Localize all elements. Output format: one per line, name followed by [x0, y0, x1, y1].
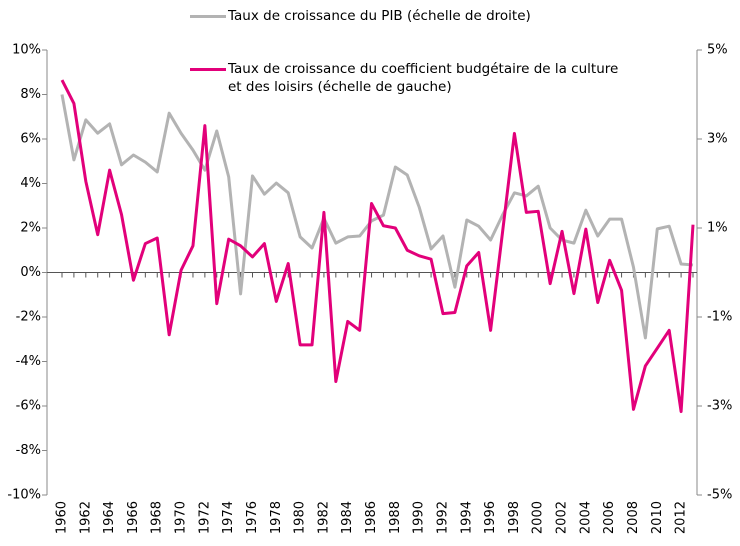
x-tick-label: 1992: [435, 501, 450, 534]
x-tick-label: 1998: [507, 501, 522, 534]
y-tick-label: -4%: [16, 354, 41, 369]
y-tick-label: -10%: [7, 488, 41, 503]
x-tick-label: 2006: [602, 501, 617, 534]
y2-tick-label: -5%: [707, 488, 732, 503]
x-tick-label: 1976: [245, 501, 260, 534]
x-tick-label: 1972: [197, 501, 212, 534]
y-tick-label: 6%: [20, 132, 41, 147]
x-tick-label: 1968: [150, 501, 165, 534]
y-tick-label: 0%: [20, 265, 41, 280]
x-tick-label: 2002: [555, 501, 570, 534]
x-tick-label: 1980: [293, 501, 308, 534]
x-tick-label: 1974: [221, 501, 236, 534]
x-tick-label: 2012: [674, 501, 689, 534]
x-tick-label: 1970: [174, 501, 189, 534]
y-tick-label: 2%: [20, 221, 41, 236]
legend-label: Taux de croissance du coefficient budgét…: [228, 61, 619, 95]
y-tick-label: 8%: [20, 87, 41, 102]
x-tick-label: 1964: [102, 501, 117, 534]
x-tick-label: 1960: [55, 501, 70, 534]
x-tick-label: 1986: [364, 501, 379, 534]
legend-swatch: [190, 68, 226, 71]
y-tick-label: 4%: [20, 176, 41, 191]
x-tick-label: 2004: [578, 501, 593, 534]
y-tick-label: 10%: [12, 43, 41, 58]
y2-tick-label: -1%: [707, 310, 732, 325]
x-tick-label: 2010: [650, 501, 665, 534]
y2-tick-label: -3%: [707, 399, 732, 414]
x-tick-label: 2000: [531, 501, 546, 534]
y2-tick-label: 3%: [707, 132, 728, 147]
y-tick-label: -8%: [16, 443, 41, 458]
legend-label: Taux de croissance du PIB (échelle de dr…: [228, 8, 531, 24]
y-tick-label: -6%: [16, 399, 41, 414]
x-tick-label: 1984: [340, 501, 355, 534]
x-tick-label: 1988: [388, 501, 403, 534]
y2-tick-label: 5%: [707, 43, 728, 58]
x-tick-label: 1994: [459, 501, 474, 534]
x-tick-label: 1982: [316, 501, 331, 534]
x-tick-label: 1990: [412, 501, 427, 534]
series-line: [60, 94, 694, 340]
series-line: [60, 79, 695, 414]
x-tick-label: 1978: [269, 501, 284, 534]
y2-tick-label: 1%: [707, 221, 728, 236]
x-tick-label: 1962: [78, 501, 93, 534]
x-tick-label: 1996: [483, 501, 498, 534]
legend-swatch: [190, 15, 226, 18]
y-tick-label: -2%: [16, 310, 41, 325]
x-tick-label: 1966: [126, 501, 141, 534]
x-tick-label: 2008: [626, 501, 641, 534]
